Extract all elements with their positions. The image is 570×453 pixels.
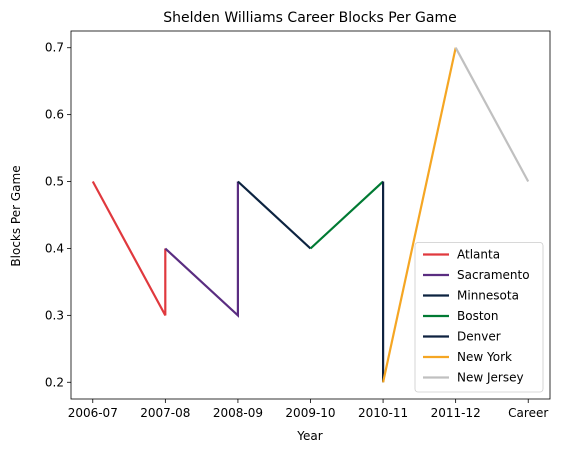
legend-label: New York <box>457 350 512 364</box>
legend-label: Atlanta <box>457 248 500 262</box>
legend: Atlanta Sacramento Minnesota Boston Denver Ne… <box>414 242 544 393</box>
x-axis: 2006-07 2007-08 2008-09 2009-10 2010-11 2011-… <box>68 399 548 420</box>
chart-title: Shelden Williams Career Blocks Per Game <box>163 10 456 26</box>
legend-label: New Jersey <box>457 371 524 385</box>
legend-label: Boston <box>457 309 498 323</box>
x-axis-label: Year <box>296 429 322 443</box>
y-tick-label: 0.7 <box>45 41 64 55</box>
legend-box <box>414 242 544 393</box>
y-axis-label: Blocks Per Game <box>9 165 23 266</box>
y-tick-label: 0.5 <box>45 175 64 189</box>
legend-label: Denver <box>457 330 501 344</box>
x-tick-label: 2010-11 <box>358 406 408 420</box>
series-line-2 <box>237 180 312 250</box>
legend-label: Sacramento <box>457 268 530 282</box>
x-tick-label: 2007-08 <box>140 406 190 420</box>
x-tick-label: 2011-12 <box>431 406 481 420</box>
x-tick-label: 2008-09 <box>213 406 263 420</box>
y-tick-label: 0.3 <box>45 308 64 322</box>
series-line-0 <box>91 180 167 316</box>
y-tick-label: 0.6 <box>45 108 64 122</box>
x-tick-label: 2009-10 <box>285 406 335 420</box>
x-tick-label: 2006-07 <box>68 406 118 420</box>
y-tick-label: 0.4 <box>45 241 64 255</box>
series-line-6 <box>454 47 530 183</box>
series-line-1 <box>164 181 239 318</box>
y-tick-label: 0.2 <box>45 375 64 389</box>
series-layer <box>91 47 530 383</box>
x-tick-label: Career <box>508 406 548 420</box>
series-line-3 <box>309 180 384 250</box>
legend-label: Minnesota <box>457 289 519 303</box>
y-axis: 0.2 0.3 0.4 0.5 0.6 0.7 <box>45 41 71 389</box>
series-line-5 <box>382 47 457 383</box>
